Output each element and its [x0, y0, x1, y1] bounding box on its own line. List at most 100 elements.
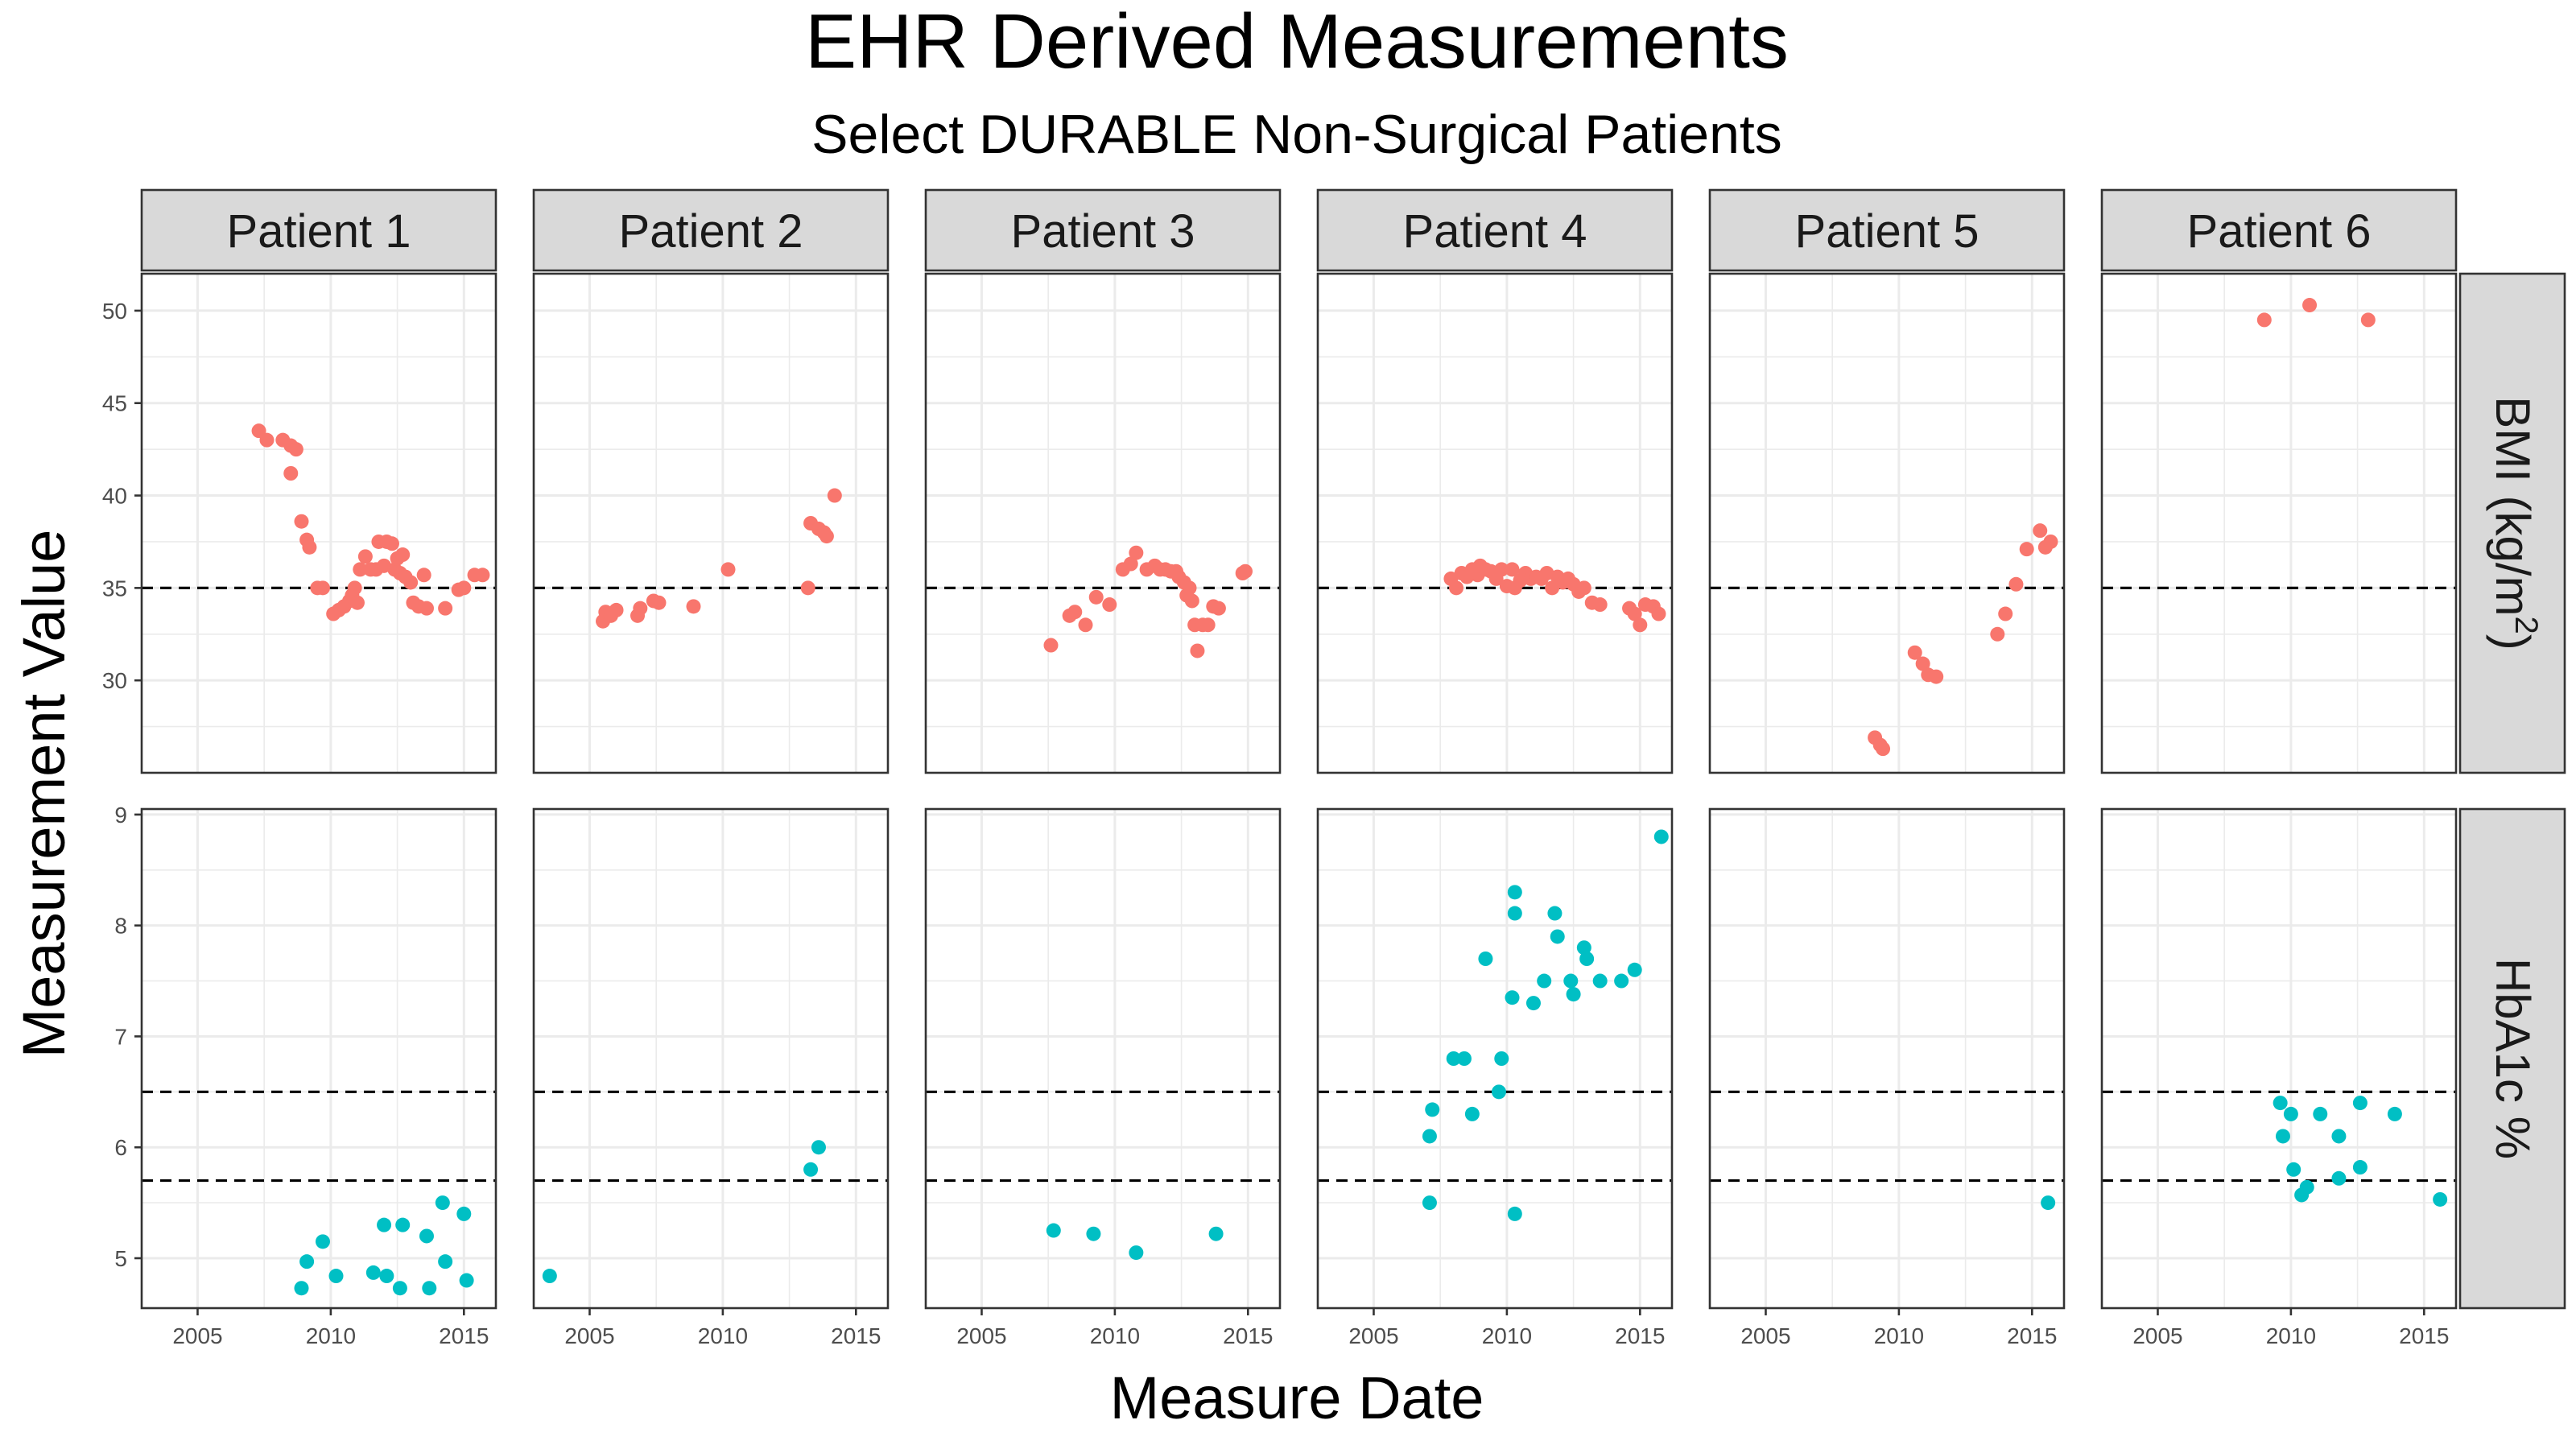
data-point [403, 575, 419, 590]
y-tick-label: 30 [102, 668, 127, 693]
data-point [395, 1217, 411, 1232]
panel-bmi-patient-4 [1316, 272, 1674, 774]
panel-border [532, 272, 890, 774]
data-point [1456, 1051, 1472, 1066]
x-tick-label: 2010 [306, 1323, 356, 1348]
data-point [456, 580, 472, 596]
panel-border [924, 272, 1282, 774]
panel-hba1c-patient-5: 2005 2010 2015 [1708, 807, 2066, 1348]
data-point [349, 595, 365, 610]
data-point [1929, 669, 1944, 684]
x-tick-label: 2005 [2132, 1323, 2182, 1348]
data-point [1422, 1129, 1437, 1144]
panel-border [2100, 272, 2458, 774]
data-point [686, 599, 701, 614]
data-point [1123, 556, 1138, 572]
panel-border [2100, 807, 2458, 1310]
panel-hba1c-patient-1: 5 6 7 8 9 2005 2010 2015 [114, 803, 497, 1348]
data-point [2286, 1162, 2301, 1177]
panel-border [924, 807, 1282, 1310]
data-point [1208, 1226, 1224, 1241]
data-point [1998, 606, 2013, 621]
data-point [1102, 597, 1117, 613]
data-point [1043, 638, 1059, 653]
data-point [475, 568, 490, 583]
x-tick-label: 2005 [172, 1323, 222, 1348]
data-point [1425, 1102, 1440, 1117]
col-strip-patient-2: Patient 2 [532, 188, 890, 272]
x-tick-label: 2015 [1223, 1323, 1273, 1348]
data-point [328, 1269, 344, 1284]
col-strip-label: Patient 5 [1795, 205, 1979, 258]
x-axis-title: Measure Date [1110, 1364, 1484, 1431]
data-point [1525, 996, 1541, 1011]
data-point [2331, 1170, 2347, 1186]
data-point [384, 536, 399, 551]
panel-hba1c-patient-3: 2005 2010 2015 [924, 807, 1282, 1348]
col-strip-patient-5: Patient 5 [1708, 188, 2066, 272]
data-point [1129, 545, 1144, 560]
data-point [1576, 940, 1591, 956]
data-point [315, 1234, 330, 1249]
data-point [2387, 1106, 2402, 1121]
x-tick-label: 2015 [2399, 1323, 2449, 1348]
data-point [720, 562, 736, 577]
data-point [1505, 990, 1520, 1005]
data-point [2313, 1106, 2328, 1121]
col-strip-label: Patient 4 [1403, 205, 1587, 258]
col-strip-patient-4: Patient 4 [1316, 188, 1674, 272]
y-tick-label: 45 [102, 391, 127, 416]
data-point [438, 1254, 453, 1269]
data-point [827, 488, 842, 503]
data-point [800, 580, 815, 596]
data-point [1464, 1106, 1480, 1121]
data-point [2019, 542, 2034, 557]
y-tick-label: 40 [102, 484, 127, 509]
row-strip-label: BMI (kg/m2) [2486, 396, 2544, 650]
data-point [395, 547, 411, 563]
panel-bmi-patient-5 [1708, 272, 2066, 774]
data-point [1633, 617, 1648, 633]
data-point [633, 601, 648, 616]
data-point [365, 1265, 381, 1280]
data-point [2043, 534, 2058, 549]
data-point [819, 529, 834, 544]
data-point [1446, 1051, 1461, 1066]
data-point [1579, 952, 1595, 966]
data-point [288, 442, 303, 457]
data-point [379, 1269, 394, 1284]
data-point [259, 432, 275, 448]
data-point [1494, 562, 1509, 577]
data-point [1592, 973, 1608, 989]
data-point [2273, 1096, 2288, 1111]
data-point [1507, 906, 1522, 921]
y-tick-label: 7 [114, 1024, 127, 1049]
data-point [1653, 829, 1669, 844]
data-point [2008, 576, 2024, 592]
col-strip-background [1316, 188, 1674, 272]
data-point [1190, 643, 1205, 658]
y-tick-label: 50 [102, 299, 127, 324]
data-point [1547, 906, 1563, 921]
data-point [294, 514, 309, 529]
data-point [1876, 741, 1891, 757]
panel-hba1c-patient-2: 2005 2010 2015 [532, 807, 890, 1348]
col-strip-patient-6: Patient 6 [2100, 188, 2458, 272]
x-tick-label: 2010 [698, 1323, 748, 1348]
data-point [1422, 1195, 1437, 1211]
data-point [2360, 312, 2376, 328]
x-tick-label: 2010 [2266, 1323, 2316, 1348]
data-point [2256, 312, 2272, 328]
data-point [1550, 929, 1565, 944]
data-point [1200, 617, 1216, 633]
data-point [347, 580, 362, 596]
row-strip-label: HbA1c % [2486, 958, 2540, 1159]
data-point [2275, 1129, 2290, 1144]
data-point [416, 568, 431, 583]
data-point [1614, 973, 1629, 989]
col-strip-patient-3: Patient 3 [924, 188, 1282, 272]
data-point [419, 1228, 434, 1244]
data-point [609, 602, 624, 617]
data-point [2433, 1191, 2448, 1207]
